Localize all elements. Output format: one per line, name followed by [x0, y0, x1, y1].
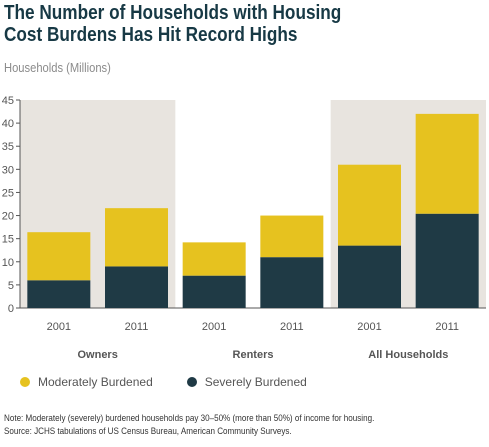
bar-severe [182, 275, 246, 308]
y-tick-label: 30 [2, 164, 14, 176]
bar-moderate [27, 232, 91, 281]
y-tick-label: 5 [8, 280, 14, 292]
footnote: Note: Moderately (severely) burdened hou… [4, 412, 374, 438]
group-label: All Households [368, 349, 448, 361]
bar-severe [260, 257, 324, 308]
legend-label-severe: Severely Burdened [204, 375, 307, 389]
title-line-2: Cost Burdens Has Hit Record Highs [4, 24, 298, 46]
bar-moderate [338, 164, 401, 246]
legend-swatch-severe [186, 377, 197, 387]
chart-title: The Number of Households with Housing Co… [4, 2, 417, 46]
x-tick-label: 2001 [357, 321, 381, 333]
y-tick-label: 45 [2, 95, 14, 107]
legend-item-moderate: Moderately Burdened [20, 375, 153, 389]
y-tick-label: 15 [2, 234, 14, 246]
note-line: Note: Moderately (severely) burdened hou… [4, 413, 375, 424]
y-axis-label: Households (Millions) [4, 60, 111, 75]
x-tick-label: 2011 [125, 321, 149, 333]
legend-swatch-moderate [20, 377, 30, 387]
bar-severe [338, 245, 401, 308]
bar-severe [27, 280, 91, 308]
y-tick-label: 25 [2, 187, 14, 199]
bar-moderate [105, 208, 168, 267]
legend: Moderately Burdened Severely Burdened [20, 375, 341, 389]
y-tick-label: 35 [2, 141, 14, 153]
source-line: Source: JCHS tabulations of US Census Bu… [4, 426, 292, 437]
x-tick-label: 2001 [202, 321, 226, 333]
bar-severe [415, 213, 479, 308]
y-tick-label: 40 [2, 118, 14, 130]
bar-moderate [182, 242, 246, 276]
group-label: Owners [77, 349, 117, 361]
bar-moderate [415, 113, 479, 214]
bar-moderate [260, 215, 324, 258]
y-tick-label: 0 [8, 303, 14, 315]
legend-label-moderate: Moderately Burdened [38, 375, 153, 389]
y-tick-label: 10 [2, 257, 14, 269]
group-label: Renters [233, 349, 274, 361]
y-tick-label: 20 [2, 211, 14, 223]
x-tick-label: 2001 [47, 321, 71, 333]
bar-severe [105, 266, 168, 308]
legend-item-severe: Severely Burdened [186, 375, 307, 389]
x-tick-label: 2011 [280, 321, 304, 333]
x-tick-label: 2011 [435, 321, 459, 333]
stacked-bar-chart: 0 5 10 15 20 25 30 35 40 45 2001 2011 2001 2011 2001 20… [2, 95, 486, 361]
title-line-1: The Number of Households with Housing [4, 2, 342, 24]
